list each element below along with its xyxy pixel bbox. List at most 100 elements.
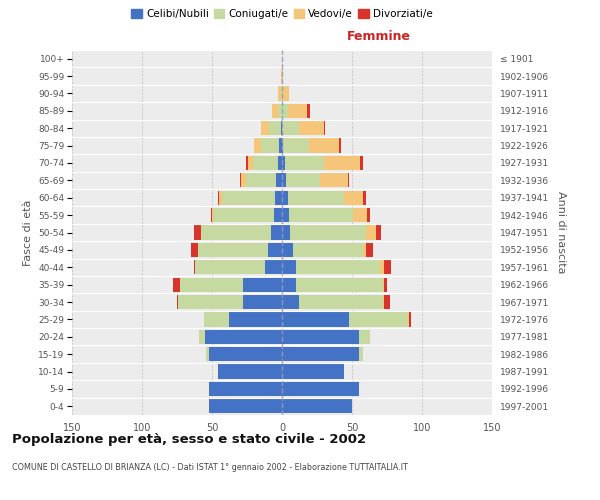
Bar [194,226,201,239]
Bar [205,330,282,344]
Bar [282,86,283,101]
Bar [241,173,245,188]
Bar [282,330,359,344]
Bar [384,260,391,274]
Bar [222,190,275,205]
Bar [209,347,282,362]
Bar [177,295,178,309]
Bar [253,156,278,170]
Bar [282,208,289,222]
Bar [282,364,344,378]
Bar [282,260,296,274]
Bar [211,208,212,222]
Bar [278,104,282,118]
Bar [283,86,289,101]
Bar [281,121,282,136]
Bar [201,226,271,239]
Text: Femmine: Femmine [347,30,410,43]
Bar [285,156,324,170]
Text: COMUNE DI CASTELLO DI BRIANZA (LC) - Dati ISTAT 1° gennaio 2002 - Elaborazione T: COMUNE DI CASTELLO DI BRIANZA (LC) - Dat… [12,462,408,471]
Bar [198,243,268,257]
Bar [282,243,293,257]
Bar [173,278,180,292]
Bar [279,138,282,152]
Bar [254,138,261,152]
Bar [277,173,282,188]
Bar [408,312,409,326]
Bar [245,156,248,170]
Bar [363,190,366,205]
Bar [245,173,277,188]
Bar [195,260,265,274]
Bar [282,190,287,205]
Bar [281,86,282,101]
Bar [282,156,285,170]
Bar [209,399,282,413]
Bar [320,173,348,188]
Bar [219,190,222,205]
Bar [282,173,286,188]
Bar [194,260,195,274]
Bar [265,260,282,274]
Bar [282,278,296,292]
Bar [353,208,367,222]
Bar [271,226,282,239]
Y-axis label: Anni di nascita: Anni di nascita [556,191,566,274]
Bar [308,138,340,152]
Y-axis label: Fasce di età: Fasce di età [23,200,32,266]
Bar [324,156,361,170]
Bar [243,278,282,292]
Bar [261,121,269,136]
Bar [275,190,282,205]
Bar [278,156,282,170]
Bar [272,104,278,118]
Bar [199,330,205,344]
Bar [214,208,274,222]
Bar [287,104,307,118]
Bar [269,121,281,136]
Bar [282,347,359,362]
Bar [286,173,320,188]
Bar [248,156,253,170]
Bar [203,312,229,326]
Bar [383,278,384,292]
Bar [191,243,198,257]
Bar [206,347,209,362]
Bar [209,382,282,396]
Bar [299,295,383,309]
Bar [384,278,387,292]
Bar [274,208,282,222]
Bar [281,69,282,83]
Bar [218,190,219,205]
Bar [282,382,359,396]
Bar [261,138,279,152]
Bar [361,156,363,170]
Bar [349,312,408,326]
Bar [282,121,299,136]
Bar [383,295,384,309]
Bar [324,121,325,136]
Bar [307,104,310,118]
Bar [282,399,352,413]
Bar [293,243,363,257]
Bar [268,243,282,257]
Bar [359,347,363,362]
Bar [229,312,282,326]
Bar [290,226,366,239]
Bar [366,243,373,257]
Text: Popolazione per età, sesso e stato civile - 2002: Popolazione per età, sesso e stato civil… [12,432,366,446]
Bar [299,121,324,136]
Bar [287,190,344,205]
Bar [282,69,283,83]
Bar [278,86,281,101]
Bar [366,226,376,239]
Bar [384,295,390,309]
Bar [283,138,308,152]
Bar [180,278,243,292]
Bar [282,295,299,309]
Bar [363,243,366,257]
Bar [409,312,411,326]
Bar [282,312,349,326]
Bar [282,138,283,152]
Bar [178,295,243,309]
